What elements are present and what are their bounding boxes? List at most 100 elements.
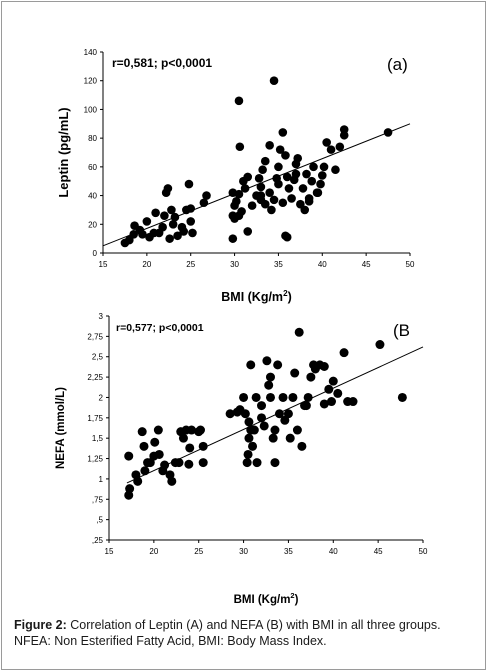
data-point	[249, 425, 259, 435]
data-point	[185, 443, 195, 453]
x-tick-label: 25	[194, 547, 203, 556]
x-tick-label: 35	[284, 547, 293, 556]
data-point	[142, 217, 152, 226]
data-point	[270, 425, 280, 435]
data-point	[301, 401, 311, 411]
regression-line	[102, 123, 411, 247]
data-point	[284, 184, 294, 193]
y-tick-label: 80	[88, 134, 97, 143]
data-point	[319, 162, 329, 172]
data-point	[287, 194, 296, 203]
y-tick-label: 0	[93, 249, 98, 258]
x-tick-label: 35	[274, 260, 283, 269]
data-point	[260, 199, 270, 209]
data-point	[188, 228, 197, 238]
correlation-annotation: r=0,581; p<0,0001	[112, 56, 212, 70]
data-point	[274, 179, 283, 189]
x-tick-label: 30	[230, 260, 239, 269]
panel-label: (B	[393, 321, 410, 340]
data-point	[265, 141, 274, 150]
y-tick-label: ,5	[96, 516, 103, 525]
x-axis-title: BMI (Kg/m2)	[234, 591, 299, 606]
data-point	[260, 156, 270, 166]
x-tick-label: 40	[318, 260, 327, 269]
x-tick-label: 15	[99, 260, 108, 269]
x-tick-label: 20	[149, 547, 158, 556]
data-point	[282, 232, 292, 242]
y-tick-label: 2,25	[87, 373, 103, 382]
data-point	[138, 230, 147, 239]
data-point	[198, 441, 208, 451]
data-point	[274, 409, 284, 419]
data-point	[322, 138, 331, 147]
chart-panel-1: 15 20 25 30 35 40 45 50 ,25 ,5 ,75 1 1,25 1,5 1,75 2 2,2…	[55, 312, 428, 606]
x-axis-title-superscript: 2	[283, 289, 288, 298]
data-point	[154, 449, 164, 459]
y-tick-label: 2	[99, 393, 104, 402]
x-axis-title-close: )	[295, 594, 299, 606]
data-point	[240, 409, 250, 419]
data-point	[348, 397, 358, 407]
x-axis-title-main: BMI (Kg/m	[234, 594, 291, 606]
caption-label: Figure 2:	[14, 618, 67, 632]
data-point	[235, 142, 245, 152]
data-point	[228, 211, 238, 220]
data-point	[307, 176, 317, 186]
data-point	[184, 459, 194, 469]
data-point	[243, 172, 253, 182]
data-point	[269, 76, 279, 86]
x-tick-label: 20	[142, 260, 151, 269]
x-tick-label: 25	[186, 260, 195, 269]
data-point	[252, 458, 262, 468]
data-point	[326, 397, 336, 407]
x-axis-title-close: )	[288, 290, 292, 304]
x-tick-label: 40	[329, 547, 338, 556]
y-tick-label: 2,5	[92, 353, 104, 362]
data-point	[139, 441, 149, 451]
y-tick-label: ,75	[92, 495, 104, 504]
chart-panel-0: 15 20 25 30 35 40 45 50 0 20 40 60 80 100 120 140 r=0,58…	[56, 48, 415, 304]
y-tick-label: 1	[99, 475, 104, 484]
data-point	[179, 227, 188, 236]
x-tick-label: 45	[362, 260, 371, 269]
data-point	[165, 234, 174, 243]
y-tick-label: ,25	[92, 536, 104, 545]
data-point	[335, 142, 345, 152]
data-point	[306, 372, 316, 382]
data-point	[302, 169, 311, 179]
data-point	[292, 425, 302, 435]
data-point	[294, 327, 304, 337]
data-point	[397, 392, 407, 402]
data-point	[270, 458, 280, 468]
data-point	[339, 125, 349, 134]
data-point	[242, 458, 252, 468]
data-point	[202, 191, 211, 200]
data-point	[309, 162, 318, 172]
data-point	[257, 413, 267, 423]
data-point	[300, 205, 310, 215]
data-point	[313, 188, 323, 197]
data-point	[285, 433, 295, 443]
y-axis-title: NEFA (mmol/L)	[55, 387, 67, 469]
data-point	[246, 360, 256, 370]
x-tick-label: 15	[105, 547, 114, 556]
data-point	[326, 145, 336, 154]
data-point	[328, 376, 338, 386]
data-point	[234, 96, 244, 106]
y-axis-title: Leptin (pg/mL)	[56, 107, 71, 197]
data-point	[129, 230, 138, 239]
y-tick-label: 60	[88, 163, 97, 172]
correlation-annotation: r=0,577; p<0,0001	[116, 322, 204, 334]
data-point	[186, 204, 196, 213]
data-point	[137, 427, 147, 437]
x-tick-label: 45	[374, 547, 383, 556]
data-point	[198, 458, 208, 468]
x-tick-label: 50	[406, 260, 415, 269]
data-point	[278, 128, 288, 137]
data-point	[228, 188, 238, 197]
data-point	[257, 401, 267, 411]
data-point	[339, 348, 349, 358]
data-point	[167, 476, 177, 486]
data-point	[316, 179, 325, 189]
data-point	[254, 174, 264, 183]
